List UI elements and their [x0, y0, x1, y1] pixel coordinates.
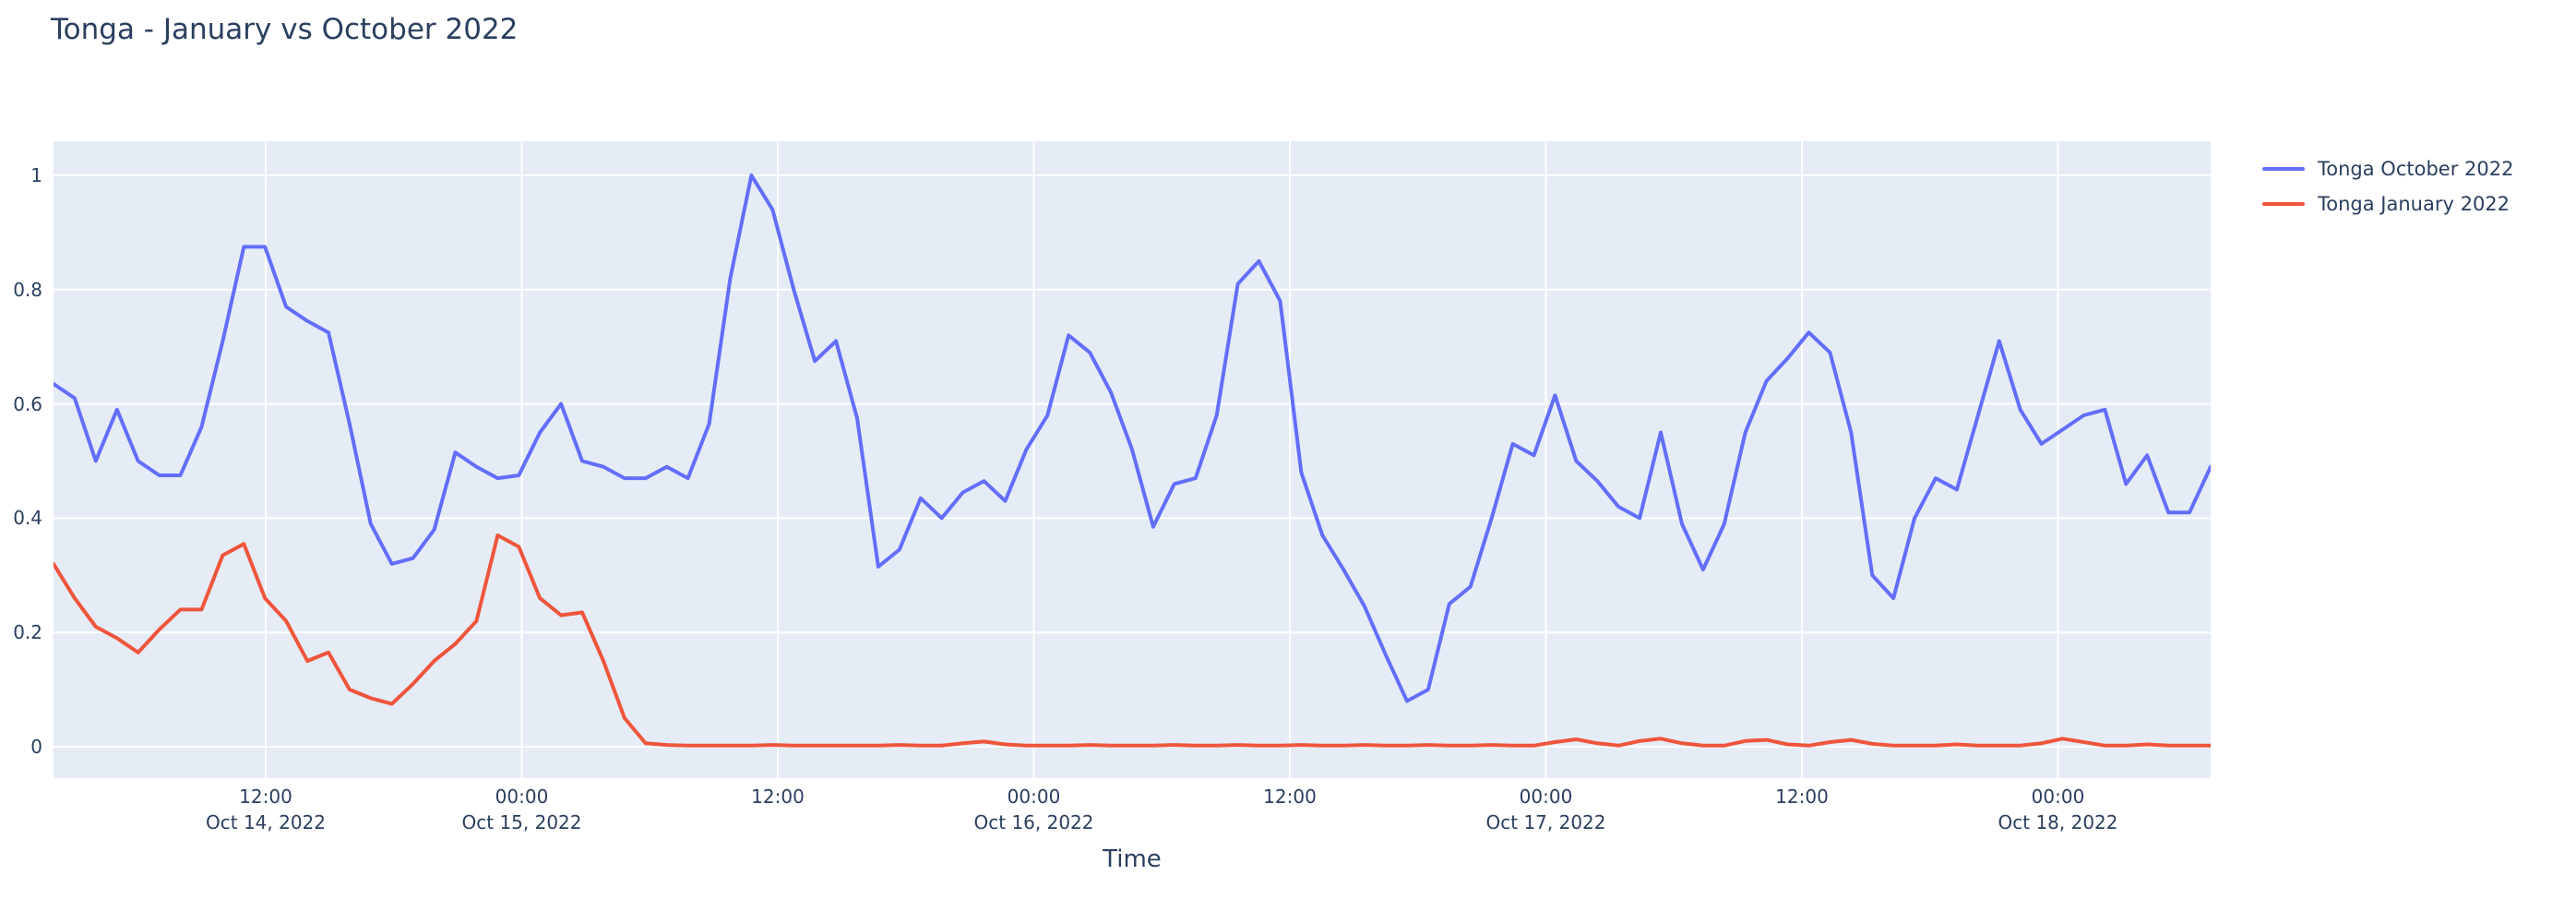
series-line-tonga-january-2022[interactable]: [54, 533, 2211, 748]
y-tick-label: 1: [30, 164, 42, 186]
x-axis-title: Time: [1103, 845, 1162, 873]
x-tick-label: 00:00 Oct 16, 2022: [933, 784, 1136, 835]
x-tick-date: Oct 14, 2022: [206, 811, 326, 833]
x-tick-label: 00:00 Oct 18, 2022: [1957, 784, 2160, 835]
x-tick-time: 00:00: [1007, 785, 1061, 808]
x-tick-date: Oct 17, 2022: [1485, 811, 1606, 833]
legend-label: Tonga October 2022: [2318, 158, 2514, 180]
x-tick-date: Oct 18, 2022: [1998, 811, 2118, 833]
x-tick-time: 12:00: [1263, 785, 1317, 808]
x-tick-label: 12:00: [676, 784, 879, 809]
chart-title: Tonga - January vs October 2022: [51, 13, 519, 46]
series-line-tonga-october-2022[interactable]: [54, 174, 2211, 703]
y-tick-label: 0.6: [13, 392, 42, 415]
y-tick-label: 0.2: [13, 621, 42, 644]
legend: Tonga October 2022 Tonga January 2022: [2262, 151, 2513, 222]
x-tick-label: 12:00: [1188, 784, 1391, 809]
x-tick-time: 00:00: [495, 785, 549, 808]
x-tick-date: Oct 15, 2022: [461, 811, 582, 833]
x-tick-time: 12:00: [239, 785, 292, 808]
y-tick-label: 0.8: [13, 278, 42, 301]
x-tick-label: 12:00 Oct 14, 2022: [164, 784, 367, 835]
x-tick-label: 12:00: [1700, 784, 1903, 809]
legend-line-swatch: [2262, 167, 2305, 171]
x-tick-time: 00:00: [1519, 785, 1573, 808]
legend-line-swatch: [2262, 202, 2305, 206]
x-tick-time: 00:00: [2031, 785, 2085, 808]
line-chart-canvas[interactable]: [54, 141, 2211, 778]
x-tick-label: 00:00 Oct 15, 2022: [421, 784, 624, 835]
legend-item[interactable]: Tonga January 2022: [2262, 186, 2513, 222]
plot-area[interactable]: [54, 141, 2211, 778]
x-tick-time: 12:00: [1775, 785, 1829, 808]
x-tick-date: Oct 16, 2022: [973, 811, 1094, 833]
legend-label: Tonga January 2022: [2318, 193, 2510, 215]
legend-item[interactable]: Tonga October 2022: [2262, 151, 2513, 186]
x-tick-label: 00:00 Oct 17, 2022: [1445, 784, 1648, 835]
y-tick-label: 0: [30, 736, 42, 758]
y-tick-label: 0.4: [13, 507, 42, 530]
x-tick-time: 12:00: [751, 785, 805, 808]
